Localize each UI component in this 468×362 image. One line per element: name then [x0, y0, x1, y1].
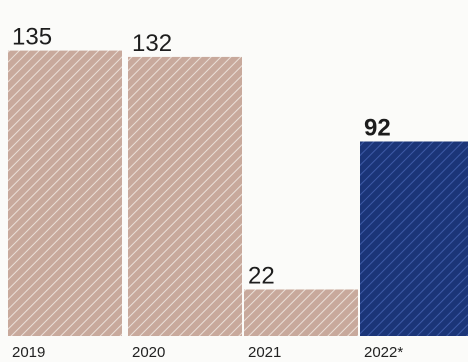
category-label-2021: 2021 — [248, 344, 281, 361]
value-label-2021: 22 — [248, 262, 275, 289]
category-label-2022: 2022* — [364, 344, 403, 361]
category-label-2019: 2019 — [12, 344, 45, 361]
bar-2022 — [360, 141, 468, 336]
value-label-2020: 132 — [132, 30, 172, 57]
value-labels-group: 135 132 22 92 — [12, 24, 391, 290]
bar-2021 — [244, 289, 358, 336]
bar-2019 — [8, 50, 122, 336]
bars-group — [8, 50, 468, 337]
category-label-2020: 2020 — [132, 344, 165, 361]
value-label-2019: 135 — [12, 24, 52, 51]
bar-2020 — [128, 56, 242, 337]
value-label-2022: 92 — [364, 114, 391, 141]
category-labels-group: 2019 2020 2021 2022* — [12, 344, 403, 361]
